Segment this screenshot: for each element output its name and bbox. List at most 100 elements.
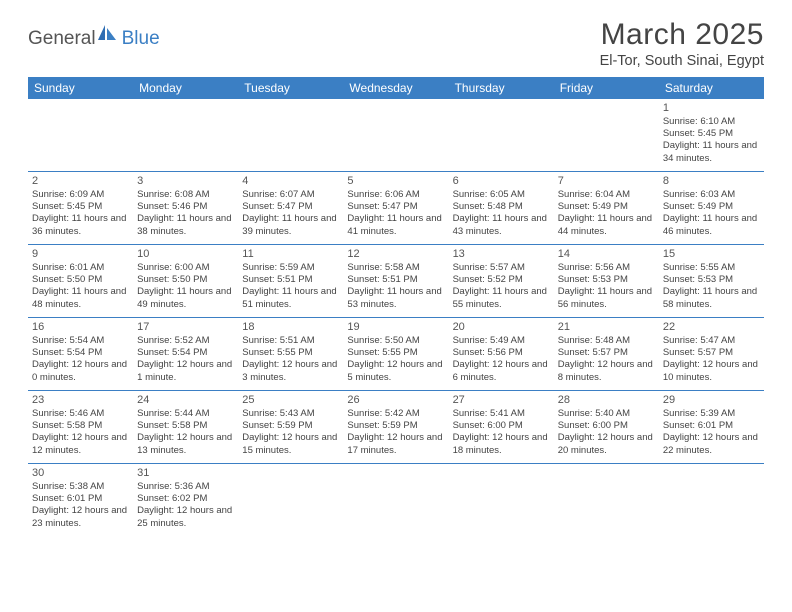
weekday-header: Thursday: [449, 77, 554, 99]
day-cell: 22Sunrise: 5:47 AMSunset: 5:57 PMDayligh…: [659, 318, 764, 390]
day-number: 30: [32, 466, 129, 480]
day-cell: 10Sunrise: 6:00 AMSunset: 5:50 PMDayligh…: [133, 245, 238, 317]
day-details: Sunrise: 6:05 AMSunset: 5:48 PMDaylight:…: [453, 189, 550, 238]
day-cell: 31Sunrise: 5:36 AMSunset: 6:02 PMDayligh…: [133, 464, 238, 536]
day-cell: 19Sunrise: 5:50 AMSunset: 5:55 PMDayligh…: [343, 318, 448, 390]
day-cell: [343, 99, 448, 171]
day-details: Sunrise: 5:41 AMSunset: 6:00 PMDaylight:…: [453, 408, 550, 457]
day-number: 10: [137, 247, 234, 261]
day-details: Sunrise: 5:43 AMSunset: 5:59 PMDaylight:…: [242, 408, 339, 457]
weekday-header: Saturday: [659, 77, 764, 99]
weekday-header: Tuesday: [238, 77, 343, 99]
day-cell: [659, 464, 764, 536]
day-details: Sunrise: 5:39 AMSunset: 6:01 PMDaylight:…: [663, 408, 760, 457]
day-cell: [554, 99, 659, 171]
day-number: 25: [242, 393, 339, 407]
day-number: 16: [32, 320, 129, 334]
day-details: Sunrise: 5:55 AMSunset: 5:53 PMDaylight:…: [663, 262, 760, 311]
day-details: Sunrise: 6:07 AMSunset: 5:47 PMDaylight:…: [242, 189, 339, 238]
day-details: Sunrise: 5:46 AMSunset: 5:58 PMDaylight:…: [32, 408, 129, 457]
day-number: 29: [663, 393, 760, 407]
day-number: 21: [558, 320, 655, 334]
day-details: Sunrise: 6:08 AMSunset: 5:46 PMDaylight:…: [137, 189, 234, 238]
day-number: 28: [558, 393, 655, 407]
day-cell: 6Sunrise: 6:05 AMSunset: 5:48 PMDaylight…: [449, 172, 554, 244]
day-cell: 14Sunrise: 5:56 AMSunset: 5:53 PMDayligh…: [554, 245, 659, 317]
day-number: 5: [347, 174, 444, 188]
week-row: 30Sunrise: 5:38 AMSunset: 6:01 PMDayligh…: [28, 464, 764, 536]
calendar-grid: Sunday Monday Tuesday Wednesday Thursday…: [28, 77, 764, 536]
day-details: Sunrise: 5:54 AMSunset: 5:54 PMDaylight:…: [32, 335, 129, 384]
weekday-header-row: Sunday Monday Tuesday Wednesday Thursday…: [28, 77, 764, 99]
brand-name-2: Blue: [122, 28, 160, 50]
day-number: 31: [137, 466, 234, 480]
day-number: 23: [32, 393, 129, 407]
day-cell: 16Sunrise: 5:54 AMSunset: 5:54 PMDayligh…: [28, 318, 133, 390]
day-number: 8: [663, 174, 760, 188]
day-cell: 3Sunrise: 6:08 AMSunset: 5:46 PMDaylight…: [133, 172, 238, 244]
day-details: Sunrise: 6:06 AMSunset: 5:47 PMDaylight:…: [347, 189, 444, 238]
day-details: Sunrise: 6:09 AMSunset: 5:45 PMDaylight:…: [32, 189, 129, 238]
day-details: Sunrise: 6:01 AMSunset: 5:50 PMDaylight:…: [32, 262, 129, 311]
day-details: Sunrise: 5:56 AMSunset: 5:53 PMDaylight:…: [558, 262, 655, 311]
week-row: 9Sunrise: 6:01 AMSunset: 5:50 PMDaylight…: [28, 245, 764, 318]
day-number: 14: [558, 247, 655, 261]
day-number: 20: [453, 320, 550, 334]
day-cell: 15Sunrise: 5:55 AMSunset: 5:53 PMDayligh…: [659, 245, 764, 317]
day-number: 9: [32, 247, 129, 261]
day-details: Sunrise: 5:48 AMSunset: 5:57 PMDaylight:…: [558, 335, 655, 384]
calendar-page: General Blue March 2025 El-Tor, South Si…: [0, 0, 792, 546]
day-cell: [238, 464, 343, 536]
day-details: Sunrise: 6:00 AMSunset: 5:50 PMDaylight:…: [137, 262, 234, 311]
day-cell: 29Sunrise: 5:39 AMSunset: 6:01 PMDayligh…: [659, 391, 764, 463]
day-details: Sunrise: 5:51 AMSunset: 5:55 PMDaylight:…: [242, 335, 339, 384]
brand-logo: General Blue: [28, 26, 160, 51]
day-cell: 2Sunrise: 6:09 AMSunset: 5:45 PMDaylight…: [28, 172, 133, 244]
day-cell: 11Sunrise: 5:59 AMSunset: 5:51 PMDayligh…: [238, 245, 343, 317]
week-row: 16Sunrise: 5:54 AMSunset: 5:54 PMDayligh…: [28, 318, 764, 391]
day-number: 4: [242, 174, 339, 188]
day-cell: 9Sunrise: 6:01 AMSunset: 5:50 PMDaylight…: [28, 245, 133, 317]
day-cell: [554, 464, 659, 536]
day-number: 12: [347, 247, 444, 261]
day-details: Sunrise: 5:59 AMSunset: 5:51 PMDaylight:…: [242, 262, 339, 311]
day-number: 6: [453, 174, 550, 188]
day-cell: [238, 99, 343, 171]
day-number: 13: [453, 247, 550, 261]
day-details: Sunrise: 5:40 AMSunset: 6:00 PMDaylight:…: [558, 408, 655, 457]
day-details: Sunrise: 5:36 AMSunset: 6:02 PMDaylight:…: [137, 481, 234, 530]
weekday-header: Wednesday: [343, 77, 448, 99]
day-details: Sunrise: 6:03 AMSunset: 5:49 PMDaylight:…: [663, 189, 760, 238]
day-details: Sunrise: 5:47 AMSunset: 5:57 PMDaylight:…: [663, 335, 760, 384]
day-cell: 4Sunrise: 6:07 AMSunset: 5:47 PMDaylight…: [238, 172, 343, 244]
day-details: Sunrise: 6:04 AMSunset: 5:49 PMDaylight:…: [558, 189, 655, 238]
day-number: 26: [347, 393, 444, 407]
day-number: 7: [558, 174, 655, 188]
day-cell: 28Sunrise: 5:40 AMSunset: 6:00 PMDayligh…: [554, 391, 659, 463]
day-number: 2: [32, 174, 129, 188]
day-number: 27: [453, 393, 550, 407]
day-cell: 26Sunrise: 5:42 AMSunset: 5:59 PMDayligh…: [343, 391, 448, 463]
day-cell: [449, 464, 554, 536]
day-number: 11: [242, 247, 339, 261]
day-details: Sunrise: 5:57 AMSunset: 5:52 PMDaylight:…: [453, 262, 550, 311]
day-cell: [133, 99, 238, 171]
week-row: 1Sunrise: 6:10 AMSunset: 5:45 PMDaylight…: [28, 99, 764, 172]
title-block: March 2025 El-Tor, South Sinai, Egypt: [600, 18, 764, 69]
day-details: Sunrise: 5:58 AMSunset: 5:51 PMDaylight:…: [347, 262, 444, 311]
day-number: 22: [663, 320, 760, 334]
week-row: 23Sunrise: 5:46 AMSunset: 5:58 PMDayligh…: [28, 391, 764, 464]
day-cell: 5Sunrise: 6:06 AMSunset: 5:47 PMDaylight…: [343, 172, 448, 244]
day-number: 1: [663, 101, 760, 115]
day-cell: 24Sunrise: 5:44 AMSunset: 5:58 PMDayligh…: [133, 391, 238, 463]
day-details: Sunrise: 5:49 AMSunset: 5:56 PMDaylight:…: [453, 335, 550, 384]
day-cell: [28, 99, 133, 171]
day-number: 17: [137, 320, 234, 334]
day-number: 18: [242, 320, 339, 334]
day-details: Sunrise: 5:42 AMSunset: 5:59 PMDaylight:…: [347, 408, 444, 457]
header: General Blue March 2025 El-Tor, South Si…: [28, 18, 764, 69]
sail-icon: [96, 23, 118, 48]
day-cell: 17Sunrise: 5:52 AMSunset: 5:54 PMDayligh…: [133, 318, 238, 390]
day-cell: [449, 99, 554, 171]
day-details: Sunrise: 5:50 AMSunset: 5:55 PMDaylight:…: [347, 335, 444, 384]
